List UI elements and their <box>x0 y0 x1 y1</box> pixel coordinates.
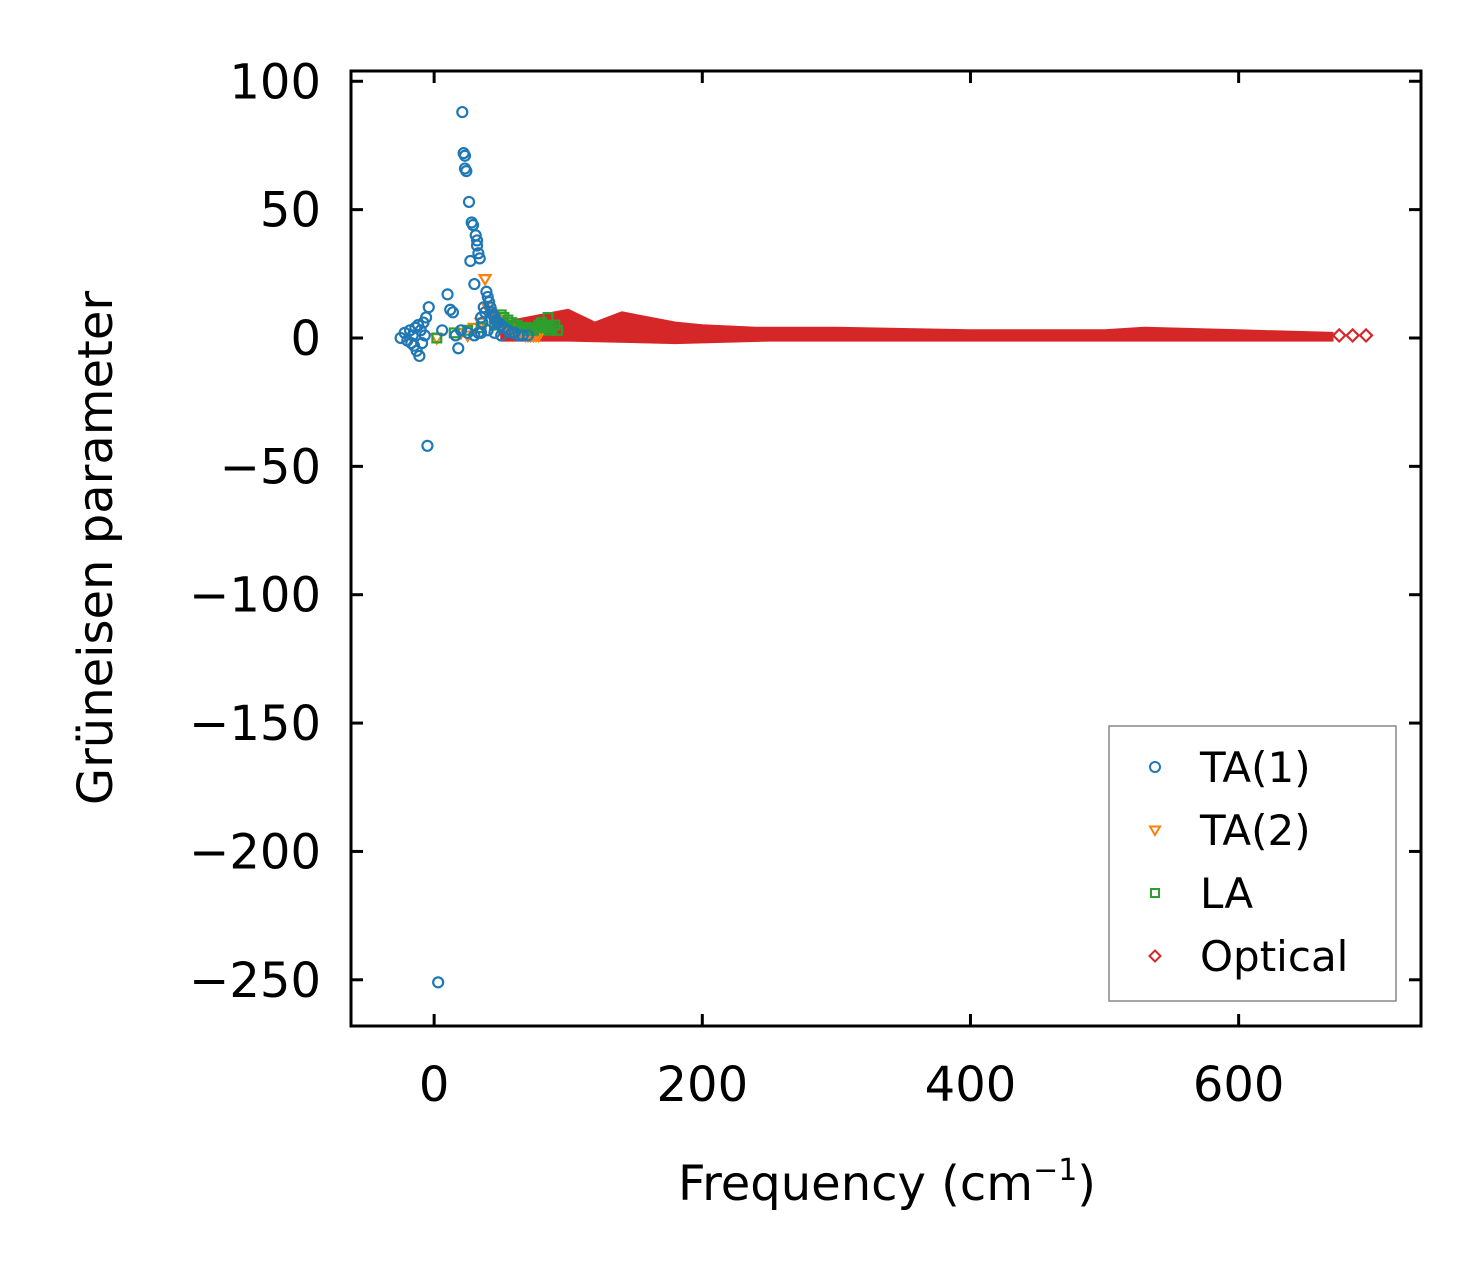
la-point <box>549 319 561 331</box>
ta-1-point <box>458 149 472 162</box>
ta-1-point <box>470 239 484 252</box>
ta-1-point <box>441 288 454 301</box>
plot-frame <box>349 69 1423 1028</box>
ta-1-point <box>468 277 481 291</box>
ta-1-point <box>474 326 488 339</box>
la-point <box>495 309 507 321</box>
legend-label: TA(1) <box>1199 743 1311 792</box>
ta-1-point <box>446 306 460 319</box>
ta-1-point <box>462 195 476 209</box>
ta-1-point <box>415 337 429 350</box>
x-tick-label: 0 <box>419 1057 450 1113</box>
y-tick-label: −100 <box>189 568 321 624</box>
x-tick-label: 400 <box>925 1057 1017 1113</box>
ta-1-point <box>495 329 508 342</box>
axis-ticks <box>351 71 1421 1026</box>
legend-label: Optical <box>1200 932 1348 981</box>
y-tick-label: 0 <box>290 311 321 367</box>
ta-1-point <box>473 252 486 265</box>
ta-1-point <box>516 329 529 342</box>
optical-dense-band <box>500 308 1334 345</box>
legend-marker <box>1150 888 1160 898</box>
ta-1-point <box>444 303 457 316</box>
y-tick-label: 100 <box>229 54 321 110</box>
ta-1-point <box>456 105 469 119</box>
legend-label: TA(2) <box>1199 806 1311 855</box>
ta-1-point <box>452 342 465 355</box>
x-tick-label: 200 <box>656 1057 748 1113</box>
ta-2-point <box>477 273 493 287</box>
optical-point <box>1331 327 1347 344</box>
optical-point <box>1345 327 1361 344</box>
optical-dense-band-layer <box>500 308 1334 345</box>
ta-1-point <box>460 165 473 178</box>
tick-labels: 0 200 400 600 100 50 0 −50 −100 −150 −200 −250 <box>189 54 1284 1113</box>
legend-marker <box>1148 949 1162 963</box>
ta-1-point <box>454 324 468 337</box>
scatter-points-layer <box>394 105 1374 989</box>
ta-1-point <box>521 329 535 342</box>
ta-1-point <box>413 349 426 363</box>
y-tick-label: −50 <box>220 439 321 495</box>
ta-1-point <box>470 234 484 247</box>
x-tick-label: 600 <box>1193 1057 1285 1113</box>
legend-marker <box>1149 761 1161 773</box>
y-tick-label: −200 <box>189 824 321 880</box>
ta-1-point <box>422 301 435 314</box>
ta-1-point <box>468 329 481 342</box>
optical-point <box>1358 327 1374 344</box>
legend: TA(1) TA(2) LA Optical <box>1108 725 1397 1002</box>
y-tick-label: −250 <box>189 953 321 1009</box>
ta-1-point <box>421 439 434 452</box>
ta-1-point <box>484 301 497 314</box>
la-point <box>546 322 558 334</box>
x-axis-label: Frequency (cm−1) <box>678 1153 1096 1212</box>
legend-label: LA <box>1200 869 1253 918</box>
ta-1-point <box>436 324 449 337</box>
y-tick-label: 50 <box>260 183 321 239</box>
y-axis-label: Grüneisen parameter <box>68 291 124 806</box>
ta-1-point <box>481 324 494 337</box>
ta-1-point <box>488 326 501 339</box>
ta-1-point <box>418 329 431 342</box>
ta-1-point <box>432 976 445 989</box>
y-tick-label: −150 <box>189 696 321 752</box>
la-point <box>551 324 563 336</box>
legend-marker <box>1148 825 1162 837</box>
ta-1-point <box>472 247 485 260</box>
